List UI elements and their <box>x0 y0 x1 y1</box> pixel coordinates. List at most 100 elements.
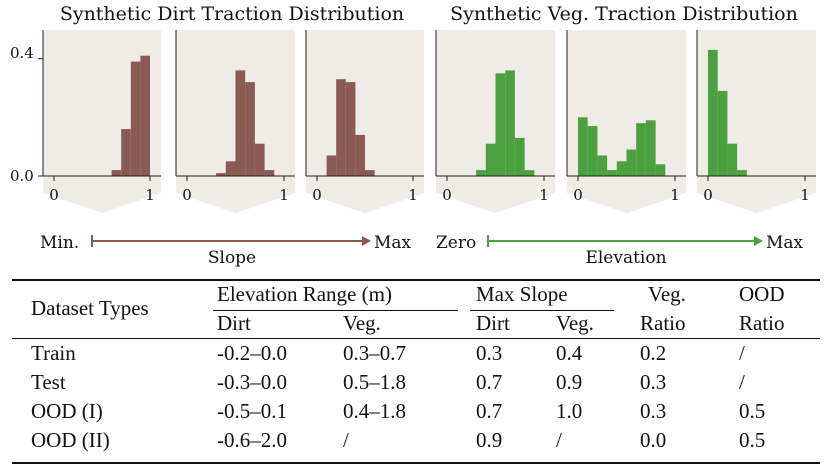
x-tick-label: 0 <box>703 186 713 204</box>
cell-slope-veg: 0.9 <box>556 370 583 394</box>
histogram-bar <box>636 123 646 176</box>
cell-veg-ratio: 0.3 <box>640 399 667 423</box>
dirt-figure-title: Synthetic Dirt Traction Distribution <box>60 3 404 25</box>
cell-elev-veg: 0.4–1.8 <box>343 399 406 423</box>
slope-arrow-head <box>362 236 371 246</box>
header-max-slope: Max Slope <box>476 282 568 306</box>
x-tick-label: 1 <box>145 186 155 204</box>
x-tick-label: 0 <box>312 186 322 204</box>
elevation-range-rule <box>213 310 458 311</box>
histogram-bar <box>140 55 150 177</box>
histogram-bar <box>476 170 486 176</box>
histogram-bar <box>336 79 346 176</box>
x-tick-label: 0 <box>182 186 192 204</box>
elevation-axis-min-label: Zero <box>436 233 476 253</box>
histogram-bar <box>495 73 506 176</box>
histogram-bar <box>727 143 738 176</box>
elevation-axis-max-label: Max <box>766 233 804 253</box>
subheader-dirt: Dirt <box>217 311 251 335</box>
slope-axis-max-label: Max <box>374 233 412 253</box>
histogram-bar <box>235 70 246 176</box>
elevation-axis-title: Elevation <box>585 248 666 268</box>
histogram-bar <box>121 129 131 176</box>
subheader-slope-dirt: Dirt <box>476 311 510 335</box>
y-tick-label: 0.0 <box>10 167 34 185</box>
cell-dataset: Train <box>31 341 76 365</box>
header-dataset-types: Dataset Types <box>31 296 149 320</box>
cell-elev-dirt: -0.2–0.0 <box>217 341 287 365</box>
cell-dataset: OOD (I) <box>31 399 103 423</box>
elevation-arrow-head <box>754 236 763 246</box>
x-tick-label: 1 <box>539 186 549 204</box>
histogram-bar <box>345 82 356 176</box>
table-top-rule <box>12 279 820 281</box>
header-veg-ratio-line1: Veg. <box>648 282 686 306</box>
cell-dataset: OOD (II) <box>31 428 110 452</box>
histogram-bar <box>717 90 728 176</box>
histogram-bar <box>578 117 588 176</box>
histogram-bar <box>485 143 496 176</box>
cell-elev-dirt: -0.3–0.0 <box>217 370 287 394</box>
histogram-bar <box>737 170 747 176</box>
cell-elev-veg: / <box>343 428 349 452</box>
histogram-bar <box>607 170 617 176</box>
x-tick-label: 0 <box>49 186 59 204</box>
cell-slope-veg: 1.0 <box>556 399 583 423</box>
cell-ood-ratio: 0.5 <box>739 428 766 452</box>
header-elevation-range: Elevation Range (m) <box>217 282 392 306</box>
y-tick-label: 0.4 <box>10 44 34 62</box>
x-tick-label: 1 <box>279 186 289 204</box>
histogram-bar <box>524 170 535 176</box>
table-header-rule <box>12 338 820 339</box>
veg-figure-title: Synthetic Veg. Traction Distribution <box>450 3 798 25</box>
traction-distribution-figure: Synthetic Dirt Traction Distribution Syn… <box>10 3 816 268</box>
subheader-slope-veg: Veg. <box>556 311 594 335</box>
cell-elev-veg: 0.5–1.8 <box>343 370 406 394</box>
x-tick-label: 0 <box>573 186 583 204</box>
histogram-bar <box>264 170 275 176</box>
header-ood-ratio-line1: OOD <box>739 282 785 306</box>
header-ood-ratio-line2: Ratio <box>739 311 785 335</box>
cell-ood-ratio: / <box>739 341 745 365</box>
histogram-bar <box>597 155 608 176</box>
slope-axis-min-label: Min. <box>40 233 79 253</box>
histogram-bar <box>655 164 666 176</box>
histogram-bar <box>505 70 515 176</box>
histogram-bar <box>616 161 627 176</box>
cell-veg-ratio: 0.3 <box>640 370 667 394</box>
histogram-bar <box>645 120 656 176</box>
max-slope-rule <box>470 310 614 311</box>
histogram-bar <box>355 134 365 176</box>
x-tick-label: 1 <box>670 186 680 204</box>
cell-ood-ratio: 0.5 <box>739 399 766 423</box>
cell-elev-dirt: -0.5–0.1 <box>217 399 287 423</box>
cell-slope-veg: / <box>556 428 562 452</box>
histogram-bar <box>225 161 236 176</box>
table-bottom-rule <box>12 462 820 464</box>
cell-slope-dirt: 0.7 <box>476 370 503 394</box>
histogram-bar <box>130 61 141 176</box>
cell-dataset: Test <box>31 370 66 394</box>
histogram-bar <box>514 137 525 176</box>
cell-veg-ratio: 0.0 <box>640 428 667 452</box>
cell-elev-veg: 0.3–0.7 <box>343 341 406 365</box>
cell-elev-dirt: -0.6–2.0 <box>217 428 287 452</box>
histogram-bar <box>245 82 255 176</box>
slope-axis-title: Slope <box>208 248 256 268</box>
subheader-veg: Veg. <box>343 311 381 335</box>
histogram-bar <box>365 170 375 176</box>
panel-background <box>306 30 424 213</box>
histogram-bar <box>587 126 598 176</box>
histogram-bar <box>111 170 122 176</box>
histogram-bar <box>254 143 265 176</box>
cell-ood-ratio: / <box>739 370 745 394</box>
histogram-bar <box>626 149 637 176</box>
cell-slope-veg: 0.4 <box>556 341 583 365</box>
histogram-bar <box>708 49 718 176</box>
